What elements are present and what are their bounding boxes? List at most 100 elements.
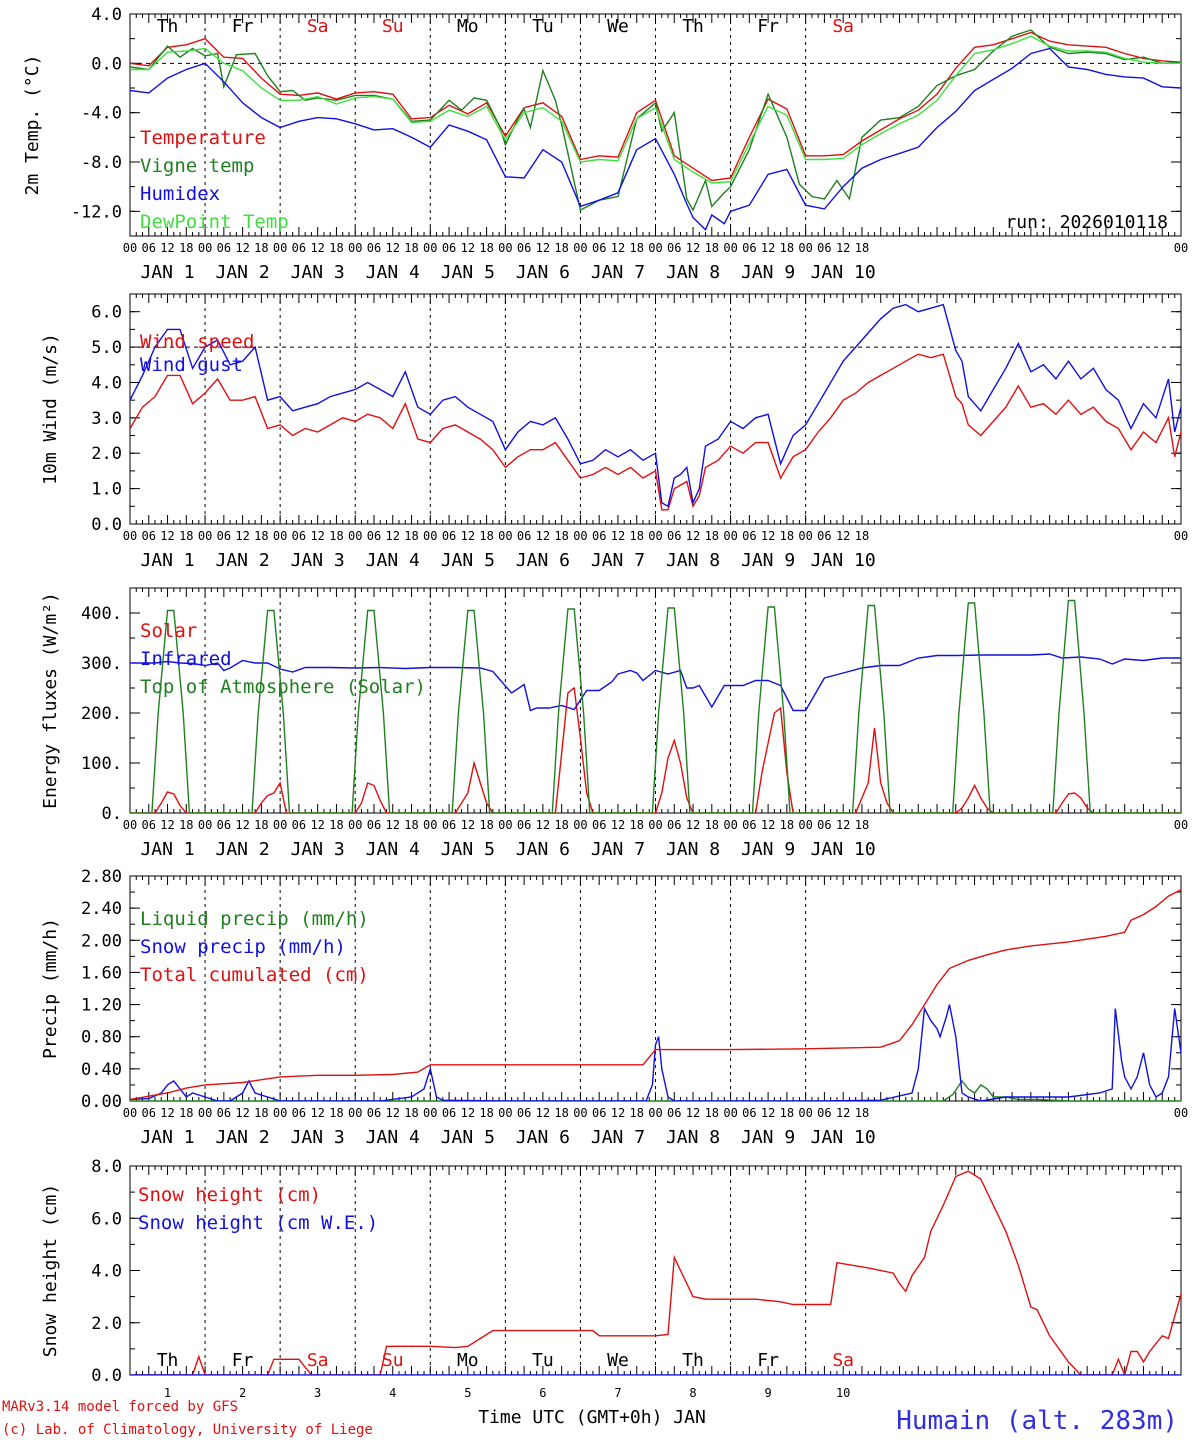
hour-tick-label: 06 bbox=[742, 241, 756, 255]
y-tick-label: 400. bbox=[81, 604, 122, 624]
hour-tick-label: 18 bbox=[329, 818, 343, 832]
hour-tick-label: 18 bbox=[630, 818, 644, 832]
hour-tick-label: 18 bbox=[554, 241, 568, 255]
hour-tick-label: 06 bbox=[367, 818, 381, 832]
hour-tick-label: 00 bbox=[498, 818, 512, 832]
hour-tick-label: 06 bbox=[142, 241, 156, 255]
day-label: JAN 9 bbox=[741, 262, 795, 283]
hour-tick-label: 00 bbox=[273, 818, 287, 832]
y-tick-label: 2.00 bbox=[81, 931, 122, 951]
hour-tick-label: 06 bbox=[742, 818, 756, 832]
hour-tick-label: 00 bbox=[1174, 818, 1188, 832]
hour-tick-label: 12 bbox=[310, 529, 324, 543]
hour-tick-label: 00 bbox=[198, 529, 212, 543]
day-label: JAN 6 bbox=[516, 839, 570, 860]
y-tick-label: 2.0 bbox=[91, 444, 122, 464]
y-tick-label: 5.0 bbox=[91, 338, 122, 358]
weekday-label: Th bbox=[157, 1350, 179, 1371]
hour-tick-label: 06 bbox=[742, 529, 756, 543]
hour-tick-label: 18 bbox=[780, 529, 794, 543]
legend-entry: Temperature bbox=[140, 127, 266, 149]
weekday-label: Fr bbox=[757, 1350, 779, 1371]
hour-tick-label: 00 bbox=[348, 1106, 362, 1120]
day-label: JAN 10 bbox=[811, 1127, 876, 1148]
hour-tick-label: 18 bbox=[705, 241, 719, 255]
weekday-label: Su bbox=[382, 16, 404, 37]
hour-tick-label: 12 bbox=[386, 241, 400, 255]
day-label: JAN 7 bbox=[591, 550, 645, 571]
hour-tick-label: 12 bbox=[461, 1106, 475, 1120]
hour-tick-label: 00 bbox=[573, 818, 587, 832]
y-tick-label: 1.0 bbox=[91, 480, 122, 500]
hour-tick-label: 18 bbox=[179, 818, 193, 832]
hour-tick-label: 18 bbox=[404, 529, 418, 543]
day-number: 1 bbox=[164, 1386, 171, 1400]
y-tick-label: 4.0 bbox=[91, 1262, 122, 1282]
hour-tick-label: 12 bbox=[611, 1106, 625, 1120]
hour-tick-label: 06 bbox=[217, 529, 231, 543]
day-label: JAN 4 bbox=[366, 839, 420, 860]
hour-tick-label: 00 bbox=[198, 1106, 212, 1120]
y-tick-label: 0.40 bbox=[81, 1060, 122, 1080]
hour-tick-label: 12 bbox=[160, 818, 174, 832]
day-number: 9 bbox=[764, 1386, 771, 1400]
hour-tick-label: 06 bbox=[367, 241, 381, 255]
hour-tick-label: 06 bbox=[817, 529, 831, 543]
day-label: JAN 10 bbox=[811, 839, 876, 860]
hour-tick-label: 06 bbox=[592, 818, 606, 832]
weekday-label: Sa bbox=[832, 1350, 854, 1371]
day-number: 4 bbox=[389, 1386, 396, 1400]
run-annotation: run: 2026010118 bbox=[1005, 212, 1168, 233]
series-line-wind-speed bbox=[130, 353, 1181, 511]
day-label: JAN 4 bbox=[366, 262, 420, 283]
hour-tick-label: 06 bbox=[217, 1106, 231, 1120]
y-axis-label: Energy fluxes (W/m²) bbox=[40, 592, 61, 809]
y-tick-label: 0.0 bbox=[91, 1366, 122, 1386]
y-tick-label: 8.0 bbox=[91, 1157, 122, 1177]
weekday-label: We bbox=[607, 16, 629, 37]
y-tick-label: 6.0 bbox=[91, 1209, 122, 1229]
day-label: JAN 3 bbox=[291, 550, 345, 571]
hour-tick-label: 00 bbox=[723, 241, 737, 255]
hour-tick-label: 00 bbox=[798, 529, 812, 543]
station-name: Humain (alt. 283m) bbox=[896, 1406, 1178, 1436]
hour-tick-label: 12 bbox=[686, 818, 700, 832]
hour-tick-label: 12 bbox=[836, 1106, 850, 1120]
hour-tick-label: 00 bbox=[1174, 241, 1188, 255]
hour-tick-label: 18 bbox=[855, 241, 869, 255]
hour-tick-label: 06 bbox=[442, 1106, 456, 1120]
hour-tick-label: 12 bbox=[761, 818, 775, 832]
day-number: 3 bbox=[314, 1386, 321, 1400]
day-label: JAN 1 bbox=[140, 262, 194, 283]
hour-tick-label: 12 bbox=[611, 529, 625, 543]
day-label: JAN 5 bbox=[441, 262, 495, 283]
y-tick-label: 2.80 bbox=[81, 867, 122, 887]
hour-tick-label: 00 bbox=[498, 1106, 512, 1120]
weekday-label: Mo bbox=[457, 1350, 479, 1371]
hour-tick-label: 12 bbox=[235, 241, 249, 255]
hour-tick-label: 18 bbox=[780, 241, 794, 255]
y-tick-label: 0. bbox=[102, 804, 122, 824]
hour-tick-label: 06 bbox=[142, 529, 156, 543]
day-number: 8 bbox=[689, 1386, 696, 1400]
hour-tick-label: 18 bbox=[404, 818, 418, 832]
hour-tick-label: 00 bbox=[198, 241, 212, 255]
day-label: JAN 2 bbox=[216, 1127, 270, 1148]
hour-tick-label: 06 bbox=[142, 818, 156, 832]
hour-tick-label: 18 bbox=[855, 1106, 869, 1120]
y-axis-label: Precip (mm/h) bbox=[40, 918, 61, 1059]
day-label: JAN 8 bbox=[666, 262, 720, 283]
hour-tick-label: 00 bbox=[423, 1106, 437, 1120]
weekday-label: Th bbox=[682, 1350, 704, 1371]
y-tick-label: -4.0 bbox=[81, 104, 122, 124]
hour-tick-label: 06 bbox=[442, 241, 456, 255]
hour-tick-label: 18 bbox=[630, 1106, 644, 1120]
day-label: JAN 10 bbox=[811, 262, 876, 283]
hour-tick-label: 12 bbox=[386, 818, 400, 832]
hour-tick-label: 12 bbox=[686, 529, 700, 543]
hour-tick-label: 00 bbox=[123, 241, 137, 255]
day-label: JAN 7 bbox=[591, 839, 645, 860]
legend-entry: Vigne temp bbox=[140, 155, 254, 177]
hour-tick-label: 06 bbox=[517, 529, 531, 543]
legend-entry: Solar bbox=[140, 620, 197, 642]
